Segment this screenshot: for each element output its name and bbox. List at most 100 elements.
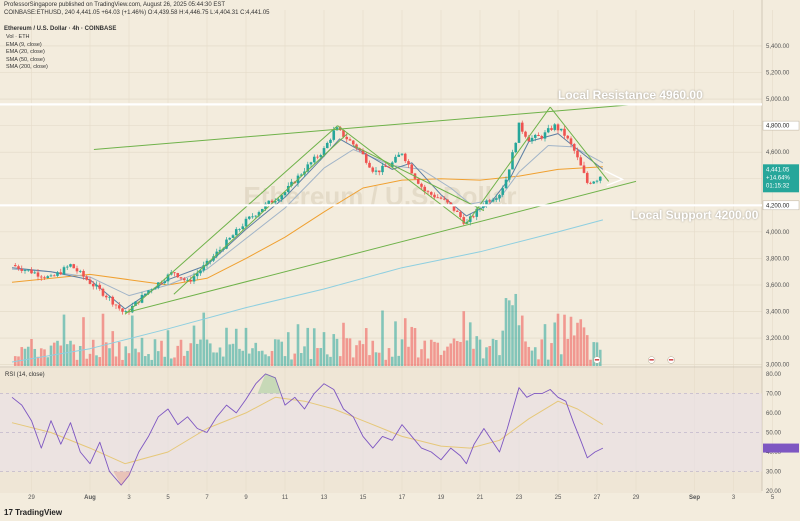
candle-body [439,197,443,199]
candle-body [36,272,40,277]
candle-body [244,218,248,227]
sma200-line [11,219,604,363]
volume-bar [407,346,410,366]
volume-bar [130,315,134,366]
volume-bar [26,346,30,366]
candle-body [325,142,329,149]
volume-bar [585,335,589,366]
candle-body [426,191,430,193]
volume-bar [251,348,254,366]
candle-body [202,265,206,271]
volume-bar [387,348,391,366]
volume-bar [361,344,365,366]
event-flag-stripe [668,359,674,361]
footer [0,506,800,521]
volume-bar [208,343,212,366]
indicator-legend-item[interactable]: SMA (200, close) [6,64,48,70]
volume-bar [23,348,27,366]
candle-body [345,136,349,140]
candle-body [134,301,137,306]
volume-bar [332,334,336,366]
candle-body [348,139,352,141]
volume-bar [374,352,378,366]
time-tick-label: 9 [244,495,248,501]
level-badge-label: 4,200.00 [766,203,790,209]
candle-body [514,142,518,153]
volume-bar [426,358,430,366]
volume-bar [303,346,306,366]
volume-bar [257,351,261,366]
trendline [337,125,467,225]
volume-bar [543,324,547,366]
candle-body [267,200,271,204]
candle-body [546,128,550,133]
volume-bars [13,293,602,366]
candle-body [195,273,199,277]
volume-bar [273,339,277,366]
candle-body [91,283,95,287]
candle-body [332,130,336,140]
volume-bar [137,352,141,366]
volume-bar [124,346,128,366]
volume-bar [446,346,449,366]
volume-bar [69,340,72,366]
candle-body [104,295,108,298]
candle-body [556,124,560,131]
rsi-tick-label: 70.00 [766,391,782,397]
price-tick-label: 3,200.00 [766,336,790,342]
time-tick-label: 3 [732,495,736,501]
volume-bar [85,358,89,366]
price-tick-label: 3,600.00 [766,283,790,289]
indicator-legend-item[interactable]: SMA (50, close) [6,56,45,63]
time-tick-label: 19 [438,495,445,501]
candle-body [95,284,98,287]
candle-body [442,198,446,200]
candle-body [517,122,521,143]
resistance-annotation: Local Resistance 4960.00 [558,88,703,102]
candle-body [459,211,462,218]
volume-bar [553,322,557,366]
candle-body [117,305,121,309]
volume-bar [299,353,303,366]
volume-bar [550,343,553,366]
rsi-pane: RSI (14, close) [0,372,762,486]
volume-bar [179,339,183,366]
candle-body [572,144,576,151]
candle-body [585,172,589,183]
volume-bar [186,350,189,366]
indicator-legend-item[interactable]: EMA (9, close) [6,41,42,48]
tradingview-logo[interactable]: 17 TradingView [4,508,63,517]
candle-body [488,200,492,202]
candle-body [166,274,170,282]
volume-bar [416,357,420,366]
volume-bar [533,347,537,366]
candle-body [85,276,89,280]
volume-bar [20,347,24,366]
candle-body [530,137,534,142]
volume-bar [462,311,466,366]
candle-body [563,128,566,136]
volume-bar [329,356,332,366]
candle-body [507,169,511,180]
rsi-tick-label: 20.00 [766,489,782,495]
price-tick-label: 5,000.00 [766,97,790,103]
candle-body [524,131,527,137]
volume-bar [166,330,170,366]
volume-bar [439,354,443,366]
candle-body [553,124,557,130]
volume-bar [569,316,573,366]
volume-bar [306,327,310,366]
volume-bar [410,326,414,366]
volume-bar [153,339,157,366]
volume-bar [205,339,209,366]
volume-bar [351,357,355,366]
volume-bar [556,313,560,366]
candle-body [108,296,111,298]
rsi-tick-label: 30.00 [766,469,782,475]
indicator-legend-item[interactable]: EMA (20, close) [6,49,45,55]
volume-bar [403,318,407,366]
volume-bar [579,319,583,366]
volume-bar [348,338,352,366]
indicator-legend-item[interactable]: Vol · ETH [6,34,30,40]
